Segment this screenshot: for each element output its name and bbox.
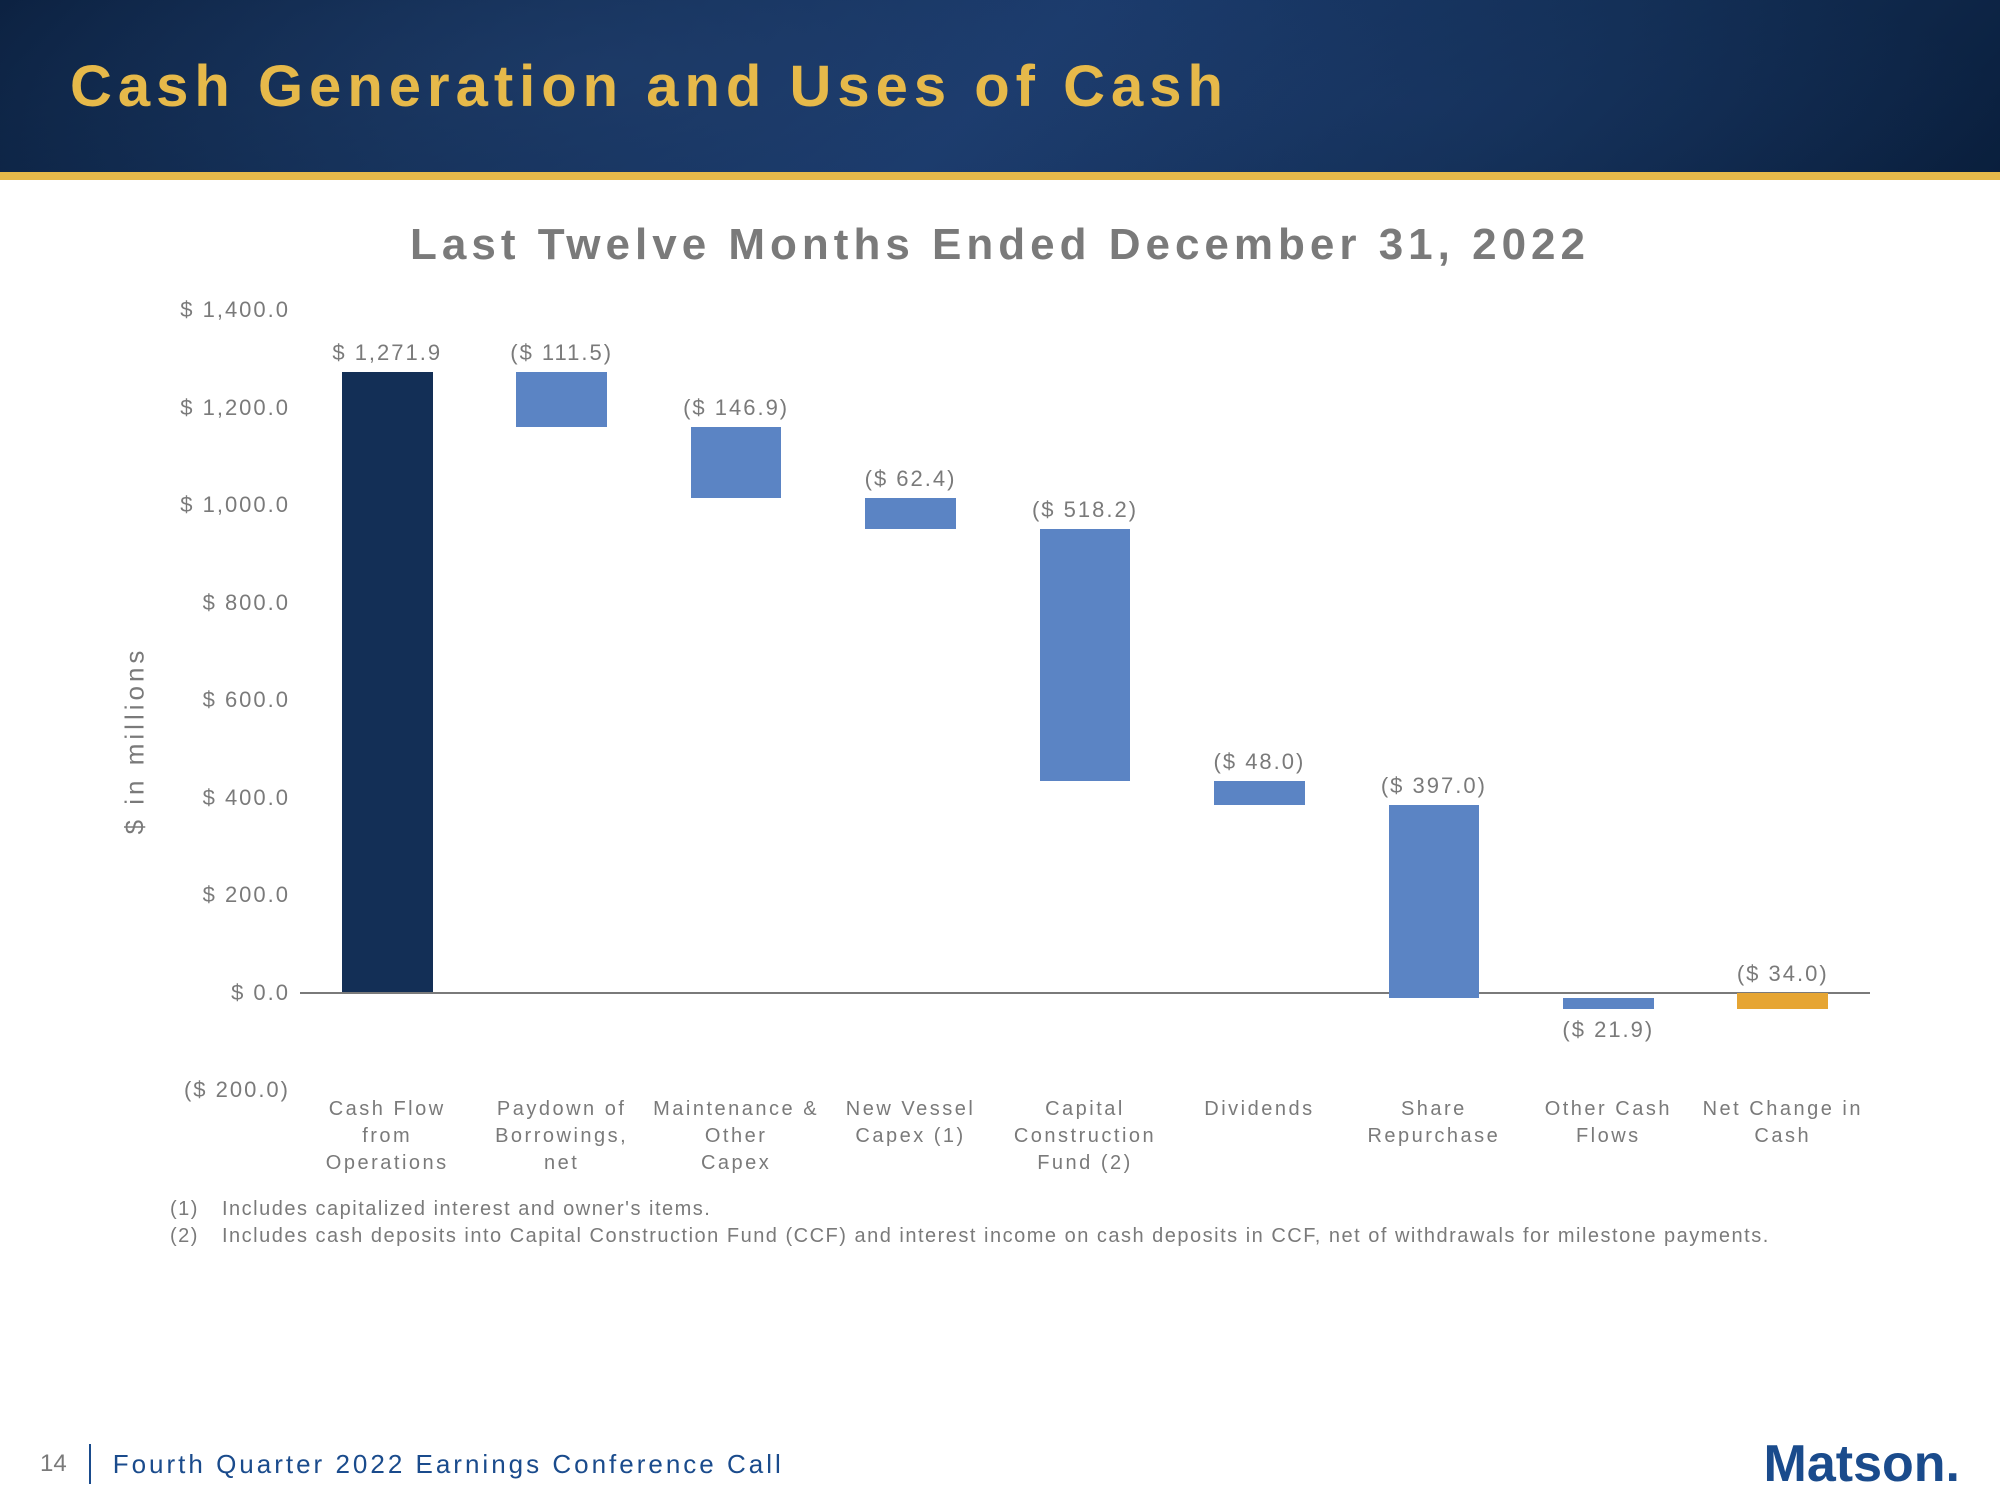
waterfall-bar [1040, 529, 1131, 782]
y-tick-label: $ 600.0 [170, 687, 290, 713]
y-tick-label: $ 0.0 [170, 980, 290, 1006]
bar-value-label: ($ 62.4) [821, 466, 1001, 492]
x-category-label: Other CashFlows [1521, 1096, 1696, 1150]
x-category-label: Maintenance &OtherCapex [649, 1096, 824, 1177]
waterfall-bar [1737, 993, 1828, 1010]
page-number: 14 [40, 1450, 67, 1478]
y-tick-label: $ 200.0 [170, 882, 290, 908]
bar-value-label: ($ 48.0) [1169, 749, 1349, 775]
x-category-label: ShareRepurchase [1346, 1096, 1521, 1150]
bar-value-label: ($ 21.9) [1518, 1017, 1698, 1043]
waterfall-bar [865, 498, 956, 528]
slide-title: Cash Generation and Uses of Cash [70, 53, 1229, 120]
x-category-label: CapitalConstructionFund (2) [998, 1096, 1173, 1177]
y-tick-label: $ 1,200.0 [170, 395, 290, 421]
zero-line [300, 992, 1870, 994]
footnote-text: Includes capitalized interest and owner'… [222, 1198, 711, 1221]
waterfall-bar [1563, 998, 1654, 1009]
footer-text: Fourth Quarter 2022 Earnings Conference … [113, 1449, 784, 1480]
x-category-label: Net Change inCash [1695, 1096, 1870, 1150]
y-tick-label: $ 400.0 [170, 785, 290, 811]
waterfall-chart: ($ 200.0) $ 0.0 $ 200.0 $ 400.0 $ 600.0 $ 800… [170, 300, 1890, 1180]
slide-header: Cash Generation and Uses of Cash [0, 0, 2000, 180]
waterfall-bar [1214, 781, 1305, 804]
x-category-label: Cash FlowfromOperations [300, 1096, 475, 1177]
bar-value-label: ($ 518.2) [995, 497, 1175, 523]
footer-divider [89, 1444, 91, 1484]
waterfall-bar [516, 372, 607, 426]
x-category-label: Paydown ofBorrowings,net [474, 1096, 649, 1177]
bar-value-label: ($ 146.9) [646, 395, 826, 421]
plot-area: ($ 200.0)$ 0.0$ 200.0$ 400.0$ 600.0$ 800… [300, 310, 1870, 1090]
y-axis-label-wrap: $ in millions [110, 300, 160, 1180]
bar-value-label: $ 1,271.9 [297, 340, 477, 366]
footnote: (1) Includes capitalized interest and ow… [170, 1198, 1890, 1221]
slide-content: Last Twelve Months Ended December 31, 20… [0, 180, 2000, 1248]
waterfall-bar [342, 372, 433, 992]
bar-value-label: ($ 397.0) [1344, 773, 1524, 799]
y-tick-label: $ 1,400.0 [170, 297, 290, 323]
bar-value-label: ($ 111.5) [472, 340, 652, 366]
chart-container: $ in millions ($ 200.0) $ 0.0 $ 200.0 $ 400… [110, 300, 1890, 1180]
waterfall-bar [691, 427, 782, 499]
y-tick-label: $ 1,000.0 [170, 492, 290, 518]
y-axis-label: $ in millions [120, 646, 151, 834]
y-tick-label: ($ 200.0) [170, 1077, 290, 1103]
footnote-num: (1) [170, 1198, 204, 1221]
footnote: (2) Includes cash deposits into Capital … [170, 1225, 1890, 1248]
slide-footer: 14 Fourth Quarter 2022 Earnings Conferen… [0, 1428, 2000, 1500]
waterfall-bar [1389, 805, 1480, 999]
bar-value-label: ($ 34.0) [1693, 961, 1873, 987]
footnote-num: (2) [170, 1225, 204, 1248]
y-tick-label: $ 800.0 [170, 590, 290, 616]
footnote-text: Includes cash deposits into Capital Cons… [222, 1225, 1770, 1248]
chart-subtitle: Last Twelve Months Ended December 31, 20… [110, 220, 1890, 270]
x-category-label: New VesselCapex (1) [823, 1096, 998, 1150]
footnotes: (1) Includes capitalized interest and ow… [110, 1198, 1890, 1248]
brand-logo: Matson. [1764, 1434, 1960, 1494]
x-category-label: Dividends [1172, 1096, 1347, 1123]
